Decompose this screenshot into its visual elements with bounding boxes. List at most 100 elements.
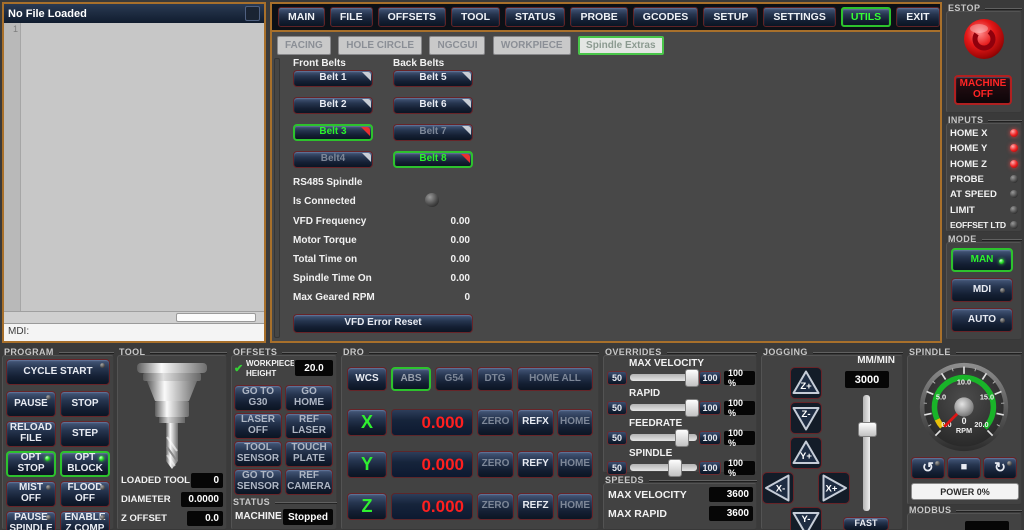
machine-off-button[interactable]: MACHINE OFF xyxy=(954,75,1012,105)
menu-settings[interactable]: SETTINGS xyxy=(763,7,836,27)
reload-file-button[interactable]: RELOAD FILE xyxy=(6,421,56,447)
abs-button[interactable]: ABS xyxy=(391,367,431,391)
wcs-button[interactable]: WCS xyxy=(347,367,387,391)
offsets-group-label: OFFSETS xyxy=(233,347,337,357)
tab-workpiece[interactable]: WORKPIECE xyxy=(492,36,571,55)
loaded-tool-value: 0 xyxy=(191,473,223,488)
zero-y-button[interactable]: ZERO xyxy=(477,451,514,478)
go-to-g30-button[interactable]: GO TO G30 xyxy=(234,385,282,411)
belt-2-button[interactable]: Belt 2 xyxy=(293,97,373,114)
axis-x-button[interactable]: X xyxy=(347,409,387,436)
jog-z-plus-button[interactable]: Z+ xyxy=(790,367,822,399)
mode-man-button[interactable]: MAN xyxy=(951,248,1013,272)
max-rapid-value[interactable]: 3600 xyxy=(709,506,753,521)
menu-offsets[interactable]: OFFSETS xyxy=(377,7,447,27)
pause-spindle-button[interactable]: PAUSE SPINDLE xyxy=(6,511,56,530)
mdi-input[interactable]: MDI: xyxy=(4,323,264,341)
go-home-button[interactable]: GO HOME xyxy=(285,385,333,411)
mist-button[interactable]: MIST OFF xyxy=(6,481,56,507)
tab-ngcgui[interactable]: NGCGUI xyxy=(429,36,486,55)
mode-auto-button[interactable]: AUTO xyxy=(951,308,1013,332)
max-velocity-slider[interactable] xyxy=(630,369,699,387)
gcode-editor[interactable]: 1 xyxy=(4,23,264,311)
menu-setup[interactable]: SETUP xyxy=(703,7,759,27)
slider-handle[interactable] xyxy=(684,369,699,387)
menu-main[interactable]: MAIN xyxy=(278,7,325,27)
jog-y-plus-button[interactable]: Y+ xyxy=(790,437,822,469)
belt-1-button[interactable]: Belt 1 xyxy=(293,70,373,87)
jog-x-plus-button[interactable]: X+ xyxy=(818,472,850,504)
vfd-error-reset-button[interactable]: VFD Error Reset xyxy=(293,314,473,333)
home-x-button[interactable]: HOME xyxy=(557,409,593,436)
spindle-ccw-button[interactable]: ↺ xyxy=(911,457,945,479)
touch-plate-button[interactable]: TOUCH PLATE xyxy=(285,441,333,467)
ref-x-button[interactable]: REFX xyxy=(517,409,554,436)
mode-mdi-button[interactable]: MDI xyxy=(951,278,1013,302)
spindle-cw-button[interactable]: ↻ xyxy=(983,457,1017,479)
stat-label: VFD Frequency xyxy=(293,216,367,227)
belt-3-button[interactable]: Belt 3 xyxy=(293,124,373,141)
slider-handle[interactable] xyxy=(858,421,877,437)
step-button[interactable]: STEP xyxy=(60,421,110,447)
menu-probe[interactable]: PROBE xyxy=(570,7,628,27)
estop-button[interactable] xyxy=(962,17,1006,61)
menu-utils[interactable]: UTILS xyxy=(840,7,892,27)
slider-handle[interactable] xyxy=(675,429,690,447)
belt-6-button[interactable]: Belt 6 xyxy=(393,97,473,114)
jog-y-minus-button[interactable]: Y- xyxy=(790,507,822,530)
zero-x-button[interactable]: ZERO xyxy=(477,409,514,436)
slider-handle[interactable] xyxy=(684,399,699,417)
belt-4-button[interactable]: Belt4 xyxy=(293,151,373,168)
spindle-slider[interactable] xyxy=(630,459,697,477)
ref-camera-button[interactable]: REF CAMERA xyxy=(285,469,333,495)
file-panel-menu-button[interactable] xyxy=(245,6,260,21)
laser-button[interactable]: LASER OFF xyxy=(234,413,282,439)
max-velocity-value[interactable]: 3600 xyxy=(709,487,753,502)
go-to-sensor-button[interactable]: GO TO SENSOR xyxy=(234,469,282,495)
rapid-slider[interactable] xyxy=(630,399,699,417)
stop-button[interactable]: STOP xyxy=(60,391,110,417)
scrollbar-thumb[interactable] xyxy=(175,313,256,322)
pause-button[interactable]: PAUSE xyxy=(6,391,56,417)
home-all-button[interactable]: HOME ALL xyxy=(517,367,593,391)
jog-rate-slider[interactable] xyxy=(858,395,877,511)
enable-zcomp-button[interactable]: ENABLE Z COMP xyxy=(60,511,110,530)
belt-7-button[interactable]: Belt 7 xyxy=(393,124,473,141)
opt-block-button[interactable]: OPT BLOCK xyxy=(60,451,110,477)
workpiece-height-value[interactable]: 20.0 xyxy=(295,360,333,376)
dtg-button[interactable]: DTG xyxy=(477,367,513,391)
home-y-button[interactable]: HOME xyxy=(557,451,593,478)
ref-laser-button[interactable]: REF LASER xyxy=(285,413,333,439)
belt-5-button[interactable]: Belt 5 xyxy=(393,70,473,87)
opt-stop-button[interactable]: OPT STOP xyxy=(6,451,56,477)
left-splitter[interactable] xyxy=(274,58,280,338)
g54-button[interactable]: G54 xyxy=(435,367,473,391)
axis-y-button[interactable]: Y xyxy=(347,451,387,478)
jog-fast-button[interactable]: FAST xyxy=(843,517,889,530)
tab-hole-circle[interactable]: HOLE CIRCLE xyxy=(338,36,423,55)
zero-z-button[interactable]: ZERO xyxy=(477,493,514,520)
spindle-stop-button[interactable]: ■ xyxy=(947,457,981,479)
horizontal-scrollbar[interactable] xyxy=(4,311,264,323)
menu-file[interactable]: FILE xyxy=(329,7,373,27)
belt-8-button[interactable]: Belt 8 xyxy=(393,151,473,168)
exit-button[interactable]: EXIT xyxy=(896,7,940,27)
cycle-start-button[interactable]: CYCLE START xyxy=(6,359,110,385)
gcode-file-panel: No File Loaded 1 MDI: xyxy=(2,2,266,343)
tab-spindle-extras[interactable]: Spindle Extras xyxy=(578,36,664,55)
jog-z-minus-button[interactable]: Z- xyxy=(790,402,822,434)
menu-gcodes[interactable]: GCODES xyxy=(632,7,699,27)
jog-x-minus-button[interactable]: X- xyxy=(762,472,794,504)
jog-rate-value[interactable]: 3000 xyxy=(845,371,889,388)
gcode-text-area[interactable] xyxy=(21,23,264,311)
menu-status[interactable]: STATUS xyxy=(505,7,566,27)
tool-sensor-button[interactable]: TOOL SENSOR xyxy=(234,441,282,467)
menu-tool[interactable]: TOOL xyxy=(451,7,500,27)
flood-button[interactable]: FLOOD OFF xyxy=(60,481,110,507)
home-z-button[interactable]: HOME xyxy=(557,493,593,520)
ref-z-button[interactable]: REFZ xyxy=(517,493,554,520)
ref-y-button[interactable]: REFY xyxy=(517,451,554,478)
tab-facing[interactable]: FACING xyxy=(277,36,331,55)
axis-z-button[interactable]: Z xyxy=(347,493,387,520)
feedrate-slider[interactable] xyxy=(630,429,697,447)
